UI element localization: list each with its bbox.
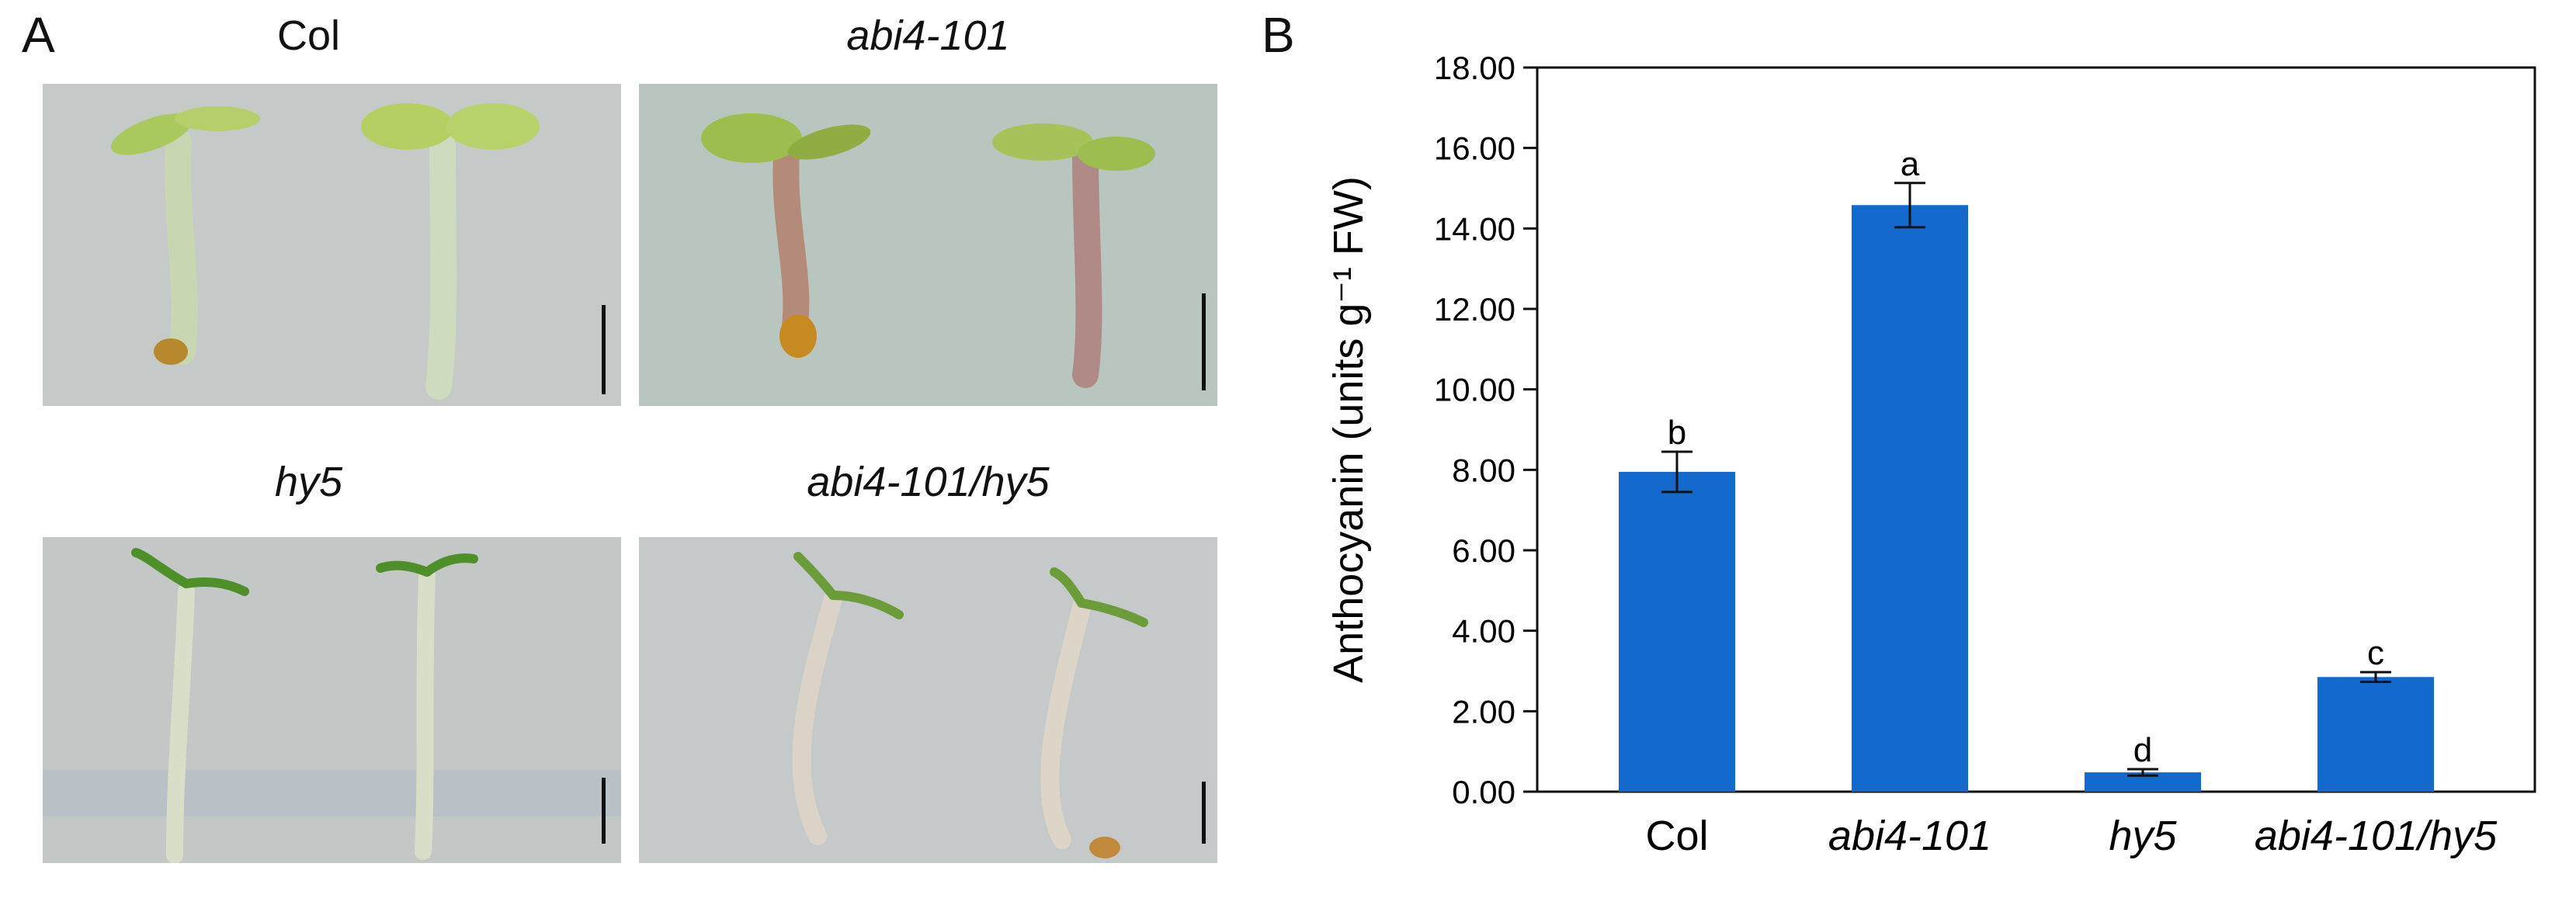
bar — [1852, 205, 1968, 792]
y-axis-label: Anthocyanin (units g⁻¹ FW) — [1325, 176, 1372, 683]
x-category-label: hy5 — [2109, 813, 2177, 859]
y-tick-label: 16.00 — [1434, 130, 1515, 167]
bar — [1619, 471, 1735, 792]
photo-label-hy5: hy5 — [274, 459, 343, 505]
y-tick-label: 8.00 — [1452, 452, 1515, 488]
plot-frame — [1536, 66, 2536, 793]
y-axis-ticks: 0.00 2.00 4.00 6.00 8.00 10.00 12.00 14.00 16.00… — [1434, 50, 1537, 810]
chart-axes — [1536, 66, 2536, 793]
chart-bars: b a d c — [1619, 145, 2434, 792]
anthocyanin-bar-chart: 0.00 2.00 4.00 6.00 8.00 10.00 12.00 14.00 16.00… — [1325, 50, 2536, 859]
photo-label-abi4: abi4-101 — [846, 12, 1010, 59]
y-tick-label: 12.00 — [1434, 291, 1515, 328]
x-category-label: Col — [1645, 813, 1708, 859]
y-tick-label: 4.00 — [1452, 613, 1515, 650]
significance-letter: c — [2367, 634, 2384, 672]
y-tick-label: 14.00 — [1434, 210, 1515, 247]
significance-letter: a — [1901, 145, 1920, 183]
x-category-label: abi4-101 — [1828, 813, 1991, 859]
y-tick-label: 6.00 — [1452, 532, 1515, 569]
y-tick-label: 0.00 — [1452, 774, 1515, 810]
significance-letter: d — [2133, 731, 2152, 769]
panel-a-letter: A — [22, 7, 55, 63]
photo-label-abi4-hy5: abi4-101/hy5 — [807, 459, 1050, 505]
x-axis-labels: Col abi4-101 hy5 abi4-101/hy5 — [1645, 813, 2498, 859]
seedling-photo-hy5 — [43, 537, 621, 863]
seedling-photo-abi4 — [639, 84, 1217, 406]
bar — [2317, 677, 2434, 792]
x-category-label: abi4-101/hy5 — [2255, 813, 2498, 859]
y-tick-label: 18.00 — [1434, 50, 1515, 86]
seedling-photo-abi4-hy5 — [639, 537, 1217, 863]
seedling-photo-col — [43, 84, 621, 406]
significance-letter: b — [1668, 414, 1686, 452]
photo-label-col: Col — [276, 12, 341, 59]
y-tick-label: 10.00 — [1434, 372, 1515, 408]
panel-b-letter: B — [1262, 7, 1295, 63]
y-tick-label: 2.00 — [1452, 693, 1515, 730]
